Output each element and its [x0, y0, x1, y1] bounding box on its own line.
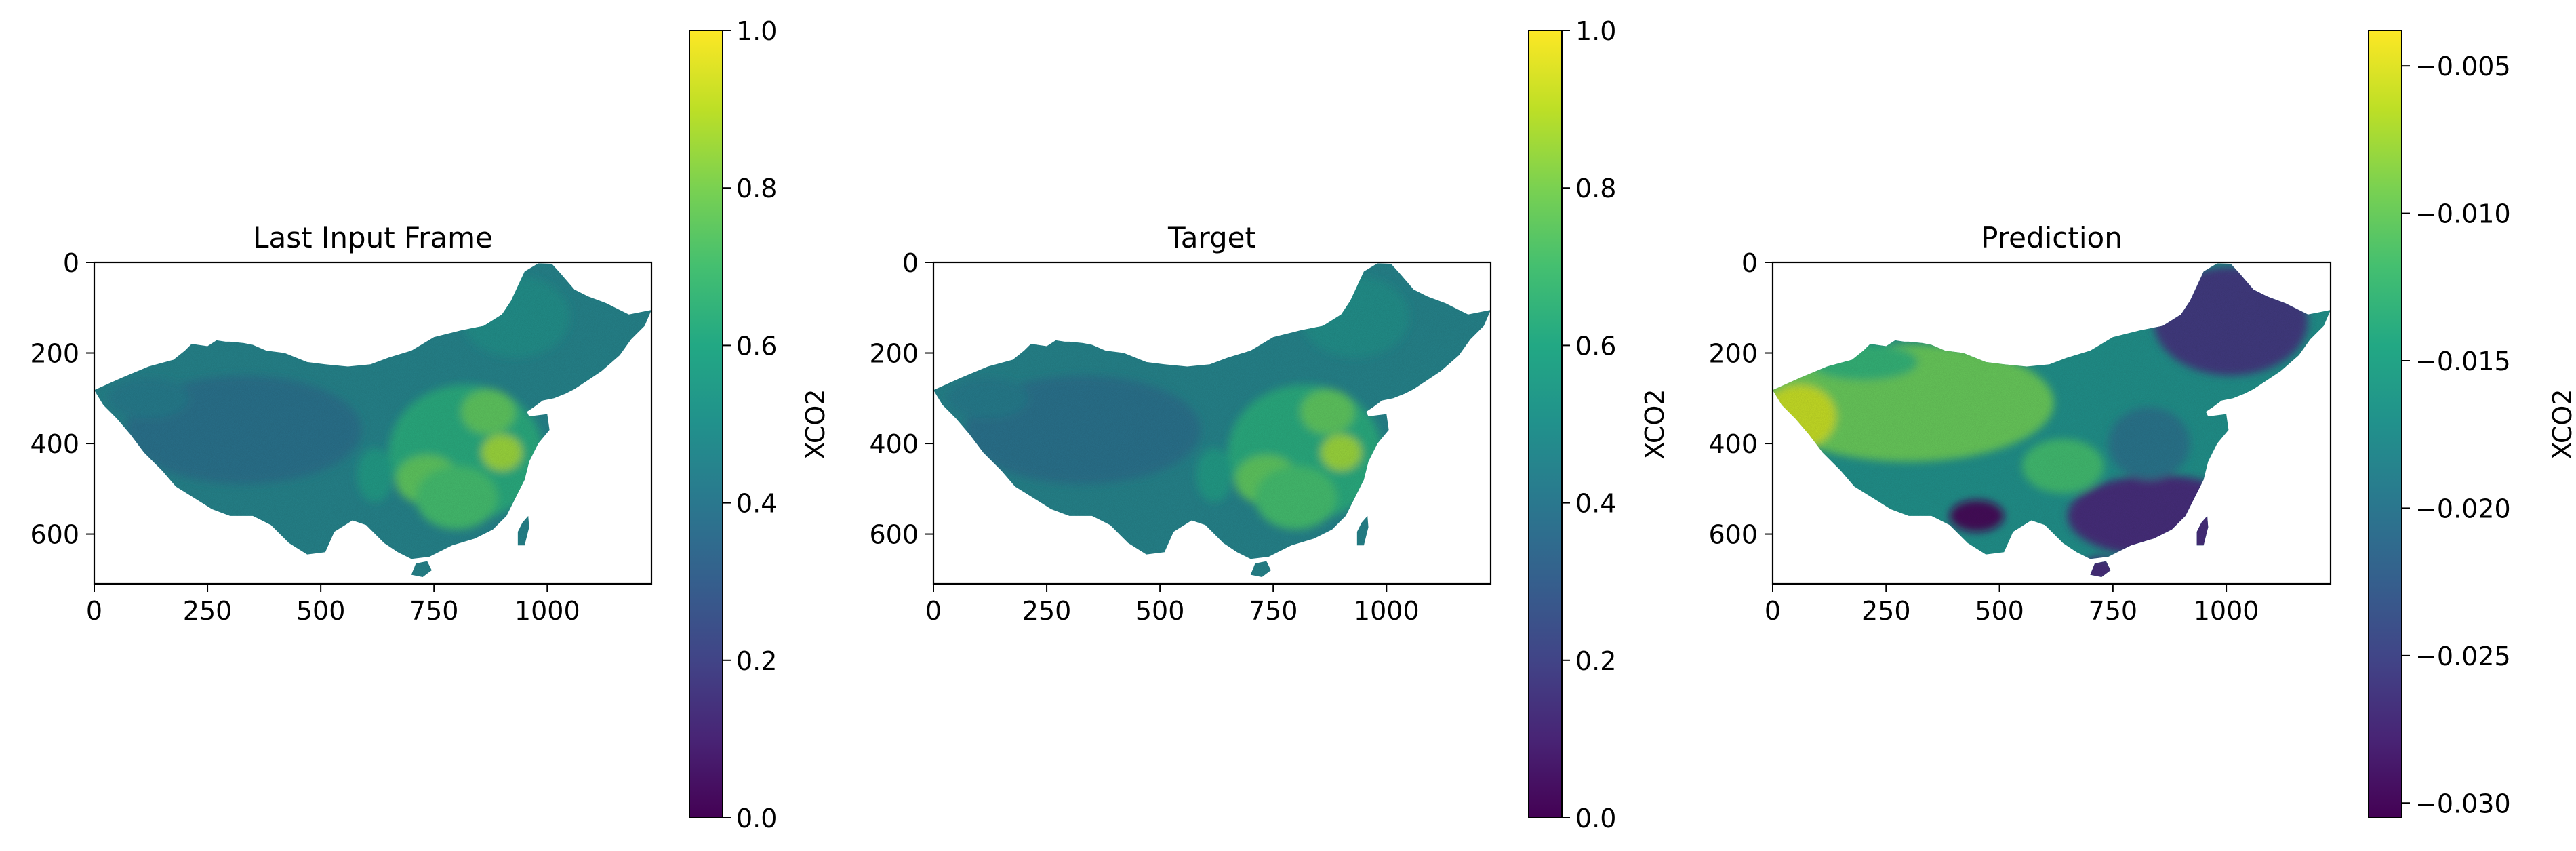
colorbar-tick-label: 0.6 [736, 331, 777, 361]
colorbar-tick-label: 0.8 [736, 174, 777, 203]
colorbar: 0.0 0.2 0.4 0.6 0.8 1.0 XCO2 [689, 16, 830, 833]
y-tick-label: 600 [30, 520, 79, 550]
x-tick-label: 750 [409, 596, 459, 626]
panel-3: Prediction 0 250 500 750 1000 0 200 400 600 −0.030… [1708, 30, 2576, 818]
colorbar-tick-label: −0.025 [2415, 641, 2511, 671]
colorbar-tick-label: 0.4 [1575, 489, 1616, 519]
colorbar-tick-label: 1.0 [736, 16, 777, 46]
x-tick-label: 500 [1135, 596, 1185, 626]
colorbar: 0.0 0.2 0.4 0.6 0.8 1.0 XCO2 [1528, 16, 1670, 833]
x-tick-label: 250 [1861, 596, 1911, 626]
xco2-map [933, 263, 1491, 577]
panel-title: Target [1167, 221, 1256, 254]
y-tick-label: 200 [1708, 339, 1758, 369]
colorbar-label: XCO2 [801, 389, 830, 460]
y-tick-label: 600 [1708, 520, 1758, 550]
x-tick-label: 250 [183, 596, 233, 626]
colorbar: −0.030 −0.025 −0.020 −0.015 −0.010 −0.005 XCO2 [2368, 30, 2576, 818]
colorbar-label: XCO2 [1640, 389, 1670, 460]
axes-frame [1771, 261, 2332, 585]
colorbar-label: XCO2 [2548, 389, 2576, 460]
panel-title: Last Input Frame [253, 221, 493, 254]
x-tick-label: 1000 [515, 596, 580, 626]
panel-1: Last Input Frame 0 250 500 750 1000 0 200 400 600… [30, 16, 830, 833]
x-tick-label: 0 [86, 596, 102, 626]
colorbar-tick-label: 0.4 [736, 489, 777, 519]
colorbar-tick-label: 0.6 [1575, 331, 1616, 361]
colorbar-tick-label: 0.2 [1575, 646, 1616, 676]
x-tick-label: 500 [1975, 596, 2024, 626]
colorbar-tick-label: −0.015 [2415, 347, 2511, 376]
x-tick-label: 0 [925, 596, 942, 626]
y-tick-label: 400 [1708, 429, 1758, 459]
y-tick-label: 600 [869, 520, 919, 550]
colorbar-tick-label: 0.8 [1575, 174, 1616, 203]
axes-frame [93, 261, 653, 585]
y-tick-label: 400 [30, 429, 79, 459]
colorbar-tick-label: −0.030 [2415, 789, 2511, 818]
colorbar-tick-label: 0.2 [736, 646, 777, 676]
colorbar-tick-label: −0.010 [2415, 199, 2511, 229]
colorbar-tick-label: 0.0 [1575, 804, 1616, 833]
x-tick-label: 1000 [2194, 596, 2259, 626]
y-tick-label: 200 [869, 339, 919, 369]
x-tick-label: 750 [1249, 596, 1298, 626]
y-tick-label: 400 [869, 429, 919, 459]
x-tick-label: 750 [2089, 596, 2138, 626]
colorbar-tick-label: 1.0 [1575, 16, 1616, 46]
panel-title: Prediction [1981, 221, 2122, 254]
colorbar-tick-label: −0.020 [2415, 494, 2511, 523]
y-tick-label: 200 [30, 339, 79, 369]
x-tick-label: 250 [1022, 596, 1072, 626]
x-tick-label: 0 [1765, 596, 1781, 626]
xco2-map [1773, 263, 2331, 577]
axes-frame [932, 261, 1492, 585]
y-tick-label: 0 [902, 248, 919, 278]
xco2-map [94, 263, 651, 577]
colorbar-tick-label: 0.0 [736, 804, 777, 833]
y-tick-label: 0 [63, 248, 79, 278]
x-tick-label: 500 [296, 596, 346, 626]
y-tick-label: 0 [1742, 248, 1758, 278]
colorbar-tick-label: −0.005 [2415, 52, 2511, 81]
x-tick-label: 1000 [1354, 596, 1420, 626]
